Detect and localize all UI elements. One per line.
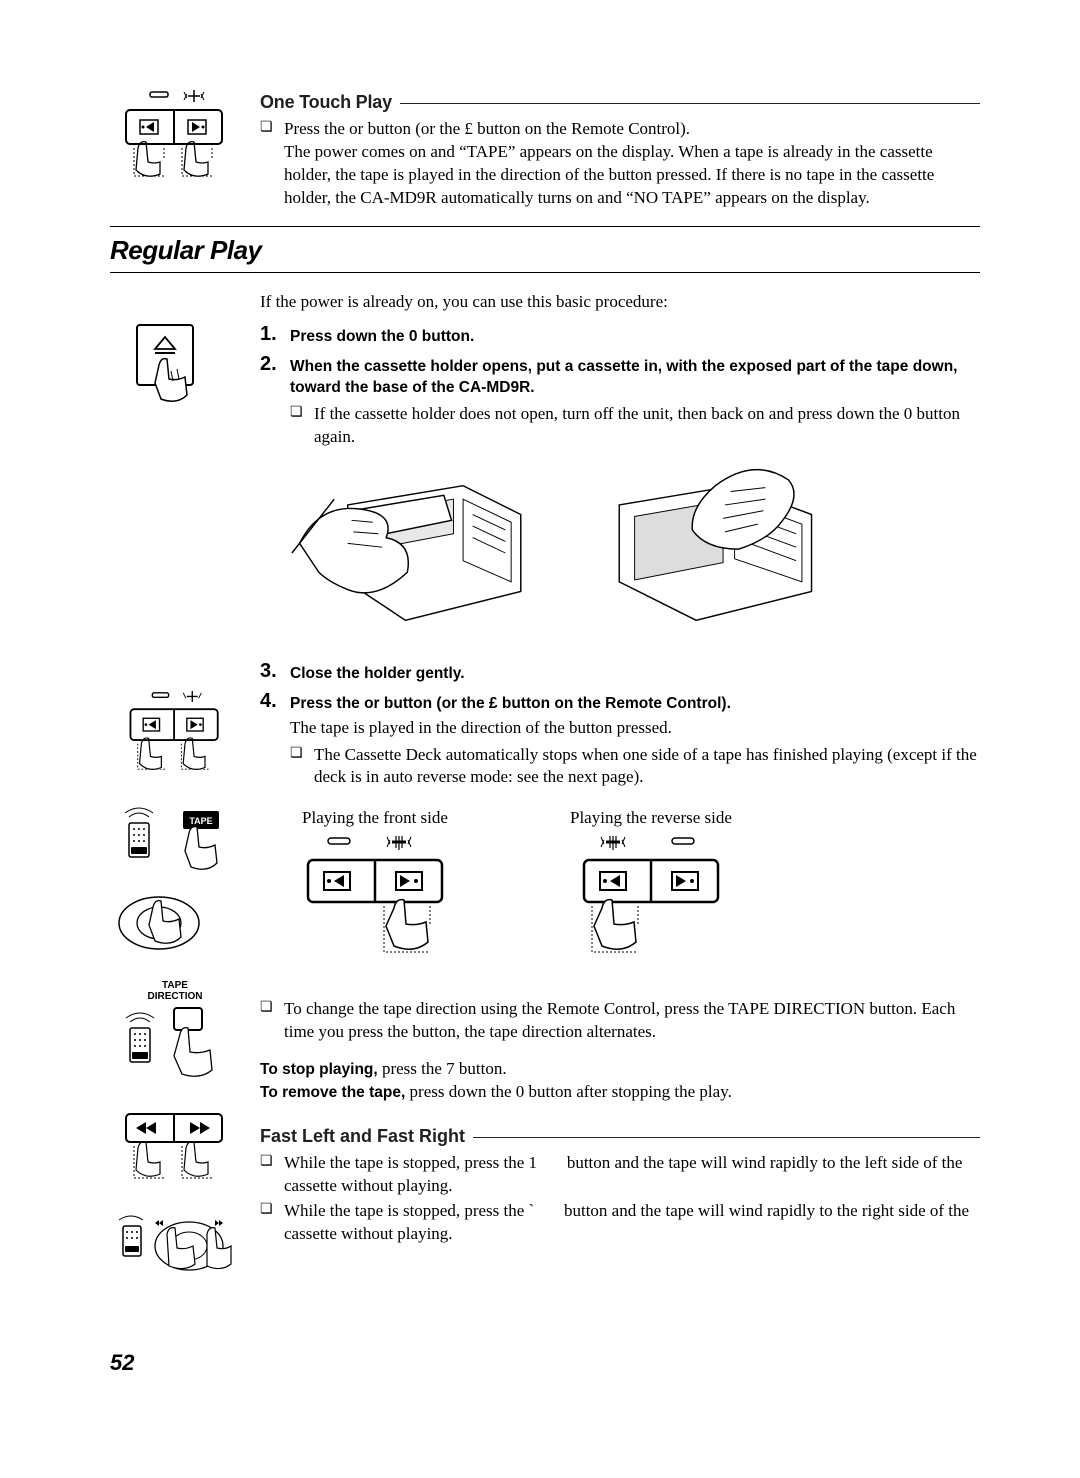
stop-playing-line: To stop playing, press the 7 button. xyxy=(260,1058,980,1081)
fast-left-illustrations xyxy=(110,1110,240,1288)
one-touch-bullet: ❏ Press the or button (or the £ button o… xyxy=(260,118,980,210)
step-1-num: 1. xyxy=(260,324,282,348)
step-3-num: 3. xyxy=(260,661,282,685)
checkbox-bullet-icon: ❏ xyxy=(290,403,304,449)
two-buttons-icon xyxy=(120,691,230,791)
step-4: 4. Press the or button (or the £ button … xyxy=(260,691,980,790)
checkbox-bullet-icon: ❏ xyxy=(260,1152,274,1198)
fast-bullet-2: ❏ While the tape is stopped, press the `… xyxy=(260,1200,980,1246)
eject-illustration xyxy=(110,291,240,431)
device-illustrations xyxy=(290,463,980,643)
step-2-sub: ❏ If the cassette holder does not open, … xyxy=(290,403,980,449)
stop-text: press the 7 button. xyxy=(378,1059,507,1078)
front-side-icon xyxy=(300,836,450,966)
fast-b2a: While the tape is stopped, press the ` xyxy=(284,1201,534,1220)
front-side-label: Playing the front side xyxy=(302,807,448,830)
remote-rewff-icon xyxy=(115,1208,235,1288)
divider-top xyxy=(110,226,980,227)
one-touch-buttons-illustration xyxy=(110,90,240,200)
tapedir-bullet: ❏ To change the tape direction using the… xyxy=(260,998,980,1044)
step-2: 2. When the cassette holder opens, put a… xyxy=(260,354,980,449)
two-buttons-icon xyxy=(120,90,230,200)
remove-text: press down the 0 button after stopping t… xyxy=(405,1082,732,1101)
cassette-close-illustration xyxy=(600,463,850,643)
checkbox-bullet-icon: ❏ xyxy=(260,1200,274,1246)
step-2-num: 2. xyxy=(260,354,282,449)
fast-b1a: While the tape is stopped, press the 1 xyxy=(284,1153,537,1172)
tape-direction-row: TAPE DIRECTION ❏ To change the tape dire… xyxy=(110,980,980,1104)
fast-heading: Fast Left and Fast Right xyxy=(260,1124,980,1148)
play-side-figures: Playing the front side xyxy=(300,807,980,966)
regular-play-top: If the power is already on, you can use … xyxy=(110,291,980,691)
fast-title: Fast Left and Fast Right xyxy=(260,1124,465,1148)
remote-tape-icon: TAPE xyxy=(115,797,235,957)
checkbox-bullet-icon: ❏ xyxy=(260,998,274,1044)
step-4-line: The tape is played in the direction of t… xyxy=(290,717,980,740)
step-2-sub-text: If the cassette holder does not open, tu… xyxy=(314,403,980,449)
step-1: 1. Press down the 0 button. xyxy=(260,324,980,348)
reverse-side-label: Playing the reverse side xyxy=(570,807,732,830)
remove-bold: To remove the tape, xyxy=(260,1084,405,1101)
regular-play-heading: Regular Play xyxy=(110,233,980,268)
step-4-num: 4. xyxy=(260,691,282,790)
step-4-text: Press the or button (or the £ button on … xyxy=(290,695,731,712)
cassette-insert-illustration xyxy=(290,463,540,643)
front-side-figure: Playing the front side xyxy=(300,807,450,966)
step-4-sub: ❏ The Cassette Deck automatically stops … xyxy=(290,744,980,790)
page-number: 52 xyxy=(110,1348,980,1378)
tapedir-text: To change the tape direction using the R… xyxy=(284,998,980,1044)
one-touch-para: The power comes on and “TAPE” appears on… xyxy=(284,142,934,207)
tape-direction-illustration: TAPE DIRECTION xyxy=(110,980,240,1094)
one-touch-section: One Touch Play ❏ Press the or button (or… xyxy=(110,90,980,212)
checkbox-bullet-icon: ❏ xyxy=(260,118,274,210)
svg-text:TAPE: TAPE xyxy=(189,816,212,826)
regular-play-intro: If the power is already on, you can use … xyxy=(260,291,980,314)
step-2-text: When the cassette holder opens, put a ca… xyxy=(290,358,957,396)
heading-rule xyxy=(473,1137,980,1138)
reverse-side-icon xyxy=(576,836,726,966)
rew-ff-buttons-icon xyxy=(120,1110,230,1200)
one-touch-bullet-text: Press the or button (or the £ button on … xyxy=(284,119,690,138)
remove-tape-line: To remove the tape, press down the 0 but… xyxy=(260,1081,980,1104)
stop-bold: To stop playing, xyxy=(260,1061,378,1078)
step4-left-illustrations: TAPE xyxy=(110,691,240,957)
one-touch-title: One Touch Play xyxy=(260,90,392,114)
divider-under-heading xyxy=(110,272,980,273)
reverse-side-figure: Playing the reverse side xyxy=(570,807,732,966)
tape-direction-label: TAPE DIRECTION xyxy=(148,980,203,1002)
checkbox-bullet-icon: ❏ xyxy=(290,744,304,790)
step-4-row: TAPE 4. Press the or button (or the £ bu… xyxy=(110,691,980,977)
fast-section: Fast Left and Fast Right ❏ While the tap… xyxy=(110,1110,980,1288)
remote-tapedir-icon xyxy=(120,1004,230,1094)
step-1-text: Press down the 0 button. xyxy=(290,324,980,348)
fast-bullet-1: ❏ While the tape is stopped, press the 1… xyxy=(260,1152,980,1198)
heading-rule xyxy=(400,103,980,104)
step-3: 3. Close the holder gently. xyxy=(260,661,980,685)
one-touch-heading: One Touch Play xyxy=(260,90,980,114)
step-3-text: Close the holder gently. xyxy=(290,661,980,685)
eject-button-icon xyxy=(125,321,225,431)
step-4-sub-text: The Cassette Deck automatically stops wh… xyxy=(314,744,980,790)
